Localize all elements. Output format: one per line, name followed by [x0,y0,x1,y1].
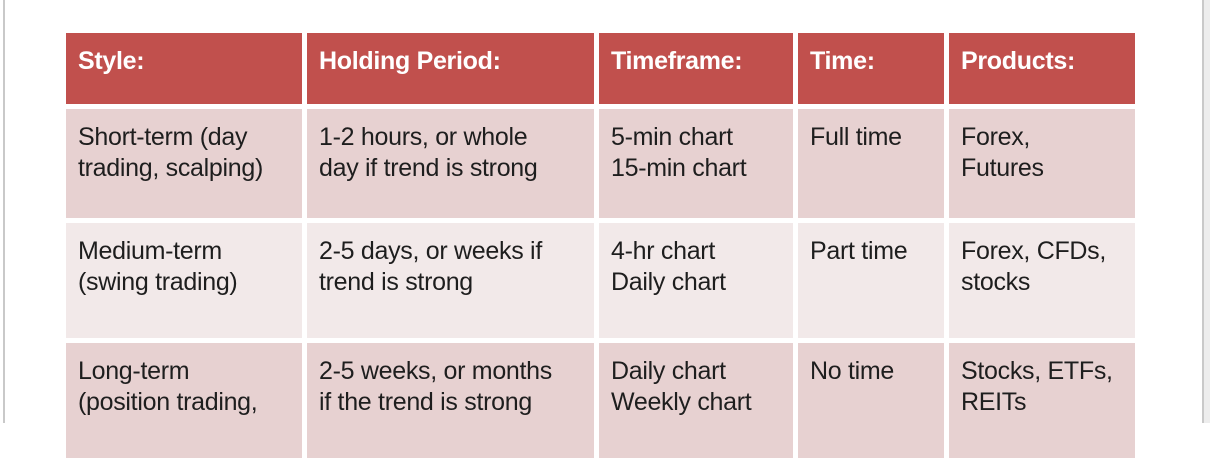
cell-shortterm-products: Forex, Futures [949,109,1135,218]
cell-longterm-time: No time [798,343,944,458]
page-outside-strip [1204,0,1210,423]
cell-longterm-style: Long-term (position trading, [66,343,302,458]
cell-mediumterm-style: Medium-term (swing trading) [66,223,302,338]
header-cell-time: Time: [798,33,944,104]
cell-longterm-holding-period: 2-5 weeks, or months if the trend is str… [307,343,594,458]
cell-shortterm-timeframe: 5-min chart 15-min chart [599,109,793,218]
page-right-edge-line [1202,0,1204,423]
cell-shortterm-holding-period: 1-2 hours, or whole day if trend is stro… [307,109,594,218]
page: { "page": { "background": "#ffffff", "ed… [3,0,1210,458]
header-cell-style: Style: [66,33,302,104]
header-cell-holding-period: Holding Period: [307,33,594,104]
cell-mediumterm-products: Forex, CFDs, stocks [949,223,1135,338]
header-cell-products: Products: [949,33,1135,104]
cell-mediumterm-time: Part time [798,223,944,338]
cell-longterm-timeframe: Daily chart Weekly chart [599,343,793,458]
cell-mediumterm-timeframe: 4-hr chart Daily chart [599,223,793,338]
page-left-edge-line [3,0,5,423]
header-cell-timeframe: Timeframe: [599,33,793,104]
cell-shortterm-style: Short-term (day trading, scalping) [66,109,302,218]
cell-shortterm-time: Full time [798,109,944,218]
cell-mediumterm-holding-period: 2-5 days, or weeks if trend is strong [307,223,594,338]
trading-styles-table: Style: Holding Period: Timeframe: Time: … [66,33,1135,458]
cell-longterm-products: Stocks, ETFs, REITs [949,343,1135,458]
